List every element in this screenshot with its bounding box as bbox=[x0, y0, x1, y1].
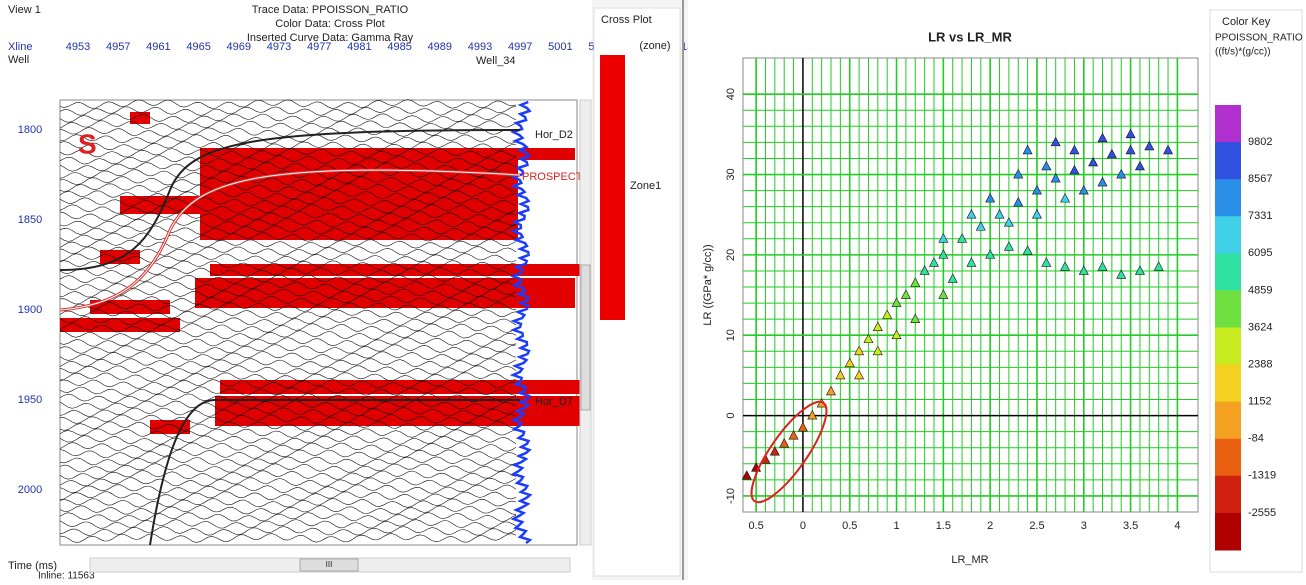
xline-label: Xline bbox=[8, 41, 32, 53]
xline-number: 4981 bbox=[347, 41, 371, 53]
xline-number: 4965 bbox=[186, 41, 210, 53]
x-tick-label: 0 bbox=[800, 520, 806, 532]
color-swatch bbox=[1215, 216, 1241, 254]
time-label: 1800 bbox=[18, 124, 42, 136]
color-swatch bbox=[1215, 142, 1241, 180]
inline-label: Inline: 11563 bbox=[38, 571, 95, 580]
color-swatch bbox=[1215, 179, 1241, 217]
xline-number: 4957 bbox=[106, 41, 130, 53]
color-swatch bbox=[1215, 105, 1241, 143]
time-label: 1950 bbox=[18, 394, 42, 406]
header-line: Color Data: Cross Plot bbox=[275, 18, 384, 30]
color-key-label: 9802 bbox=[1248, 136, 1272, 148]
color-swatch bbox=[1215, 513, 1241, 551]
color-key-label: -2555 bbox=[1248, 507, 1276, 519]
x-tick-label: 0.5 bbox=[842, 520, 857, 532]
color-key-label: 7331 bbox=[1248, 210, 1272, 222]
zone-panel-title: Cross Plot bbox=[601, 14, 652, 26]
color-key-label: 8567 bbox=[1248, 173, 1272, 185]
color-swatch bbox=[1215, 476, 1241, 514]
xline-number: 4973 bbox=[267, 41, 291, 53]
xline-number: 4969 bbox=[227, 41, 251, 53]
x-tick-label: 2.5 bbox=[1029, 520, 1044, 532]
y-tick-label: -10 bbox=[725, 488, 737, 504]
color-key-label: 4859 bbox=[1248, 284, 1272, 296]
plot-area: 0.5 0 0.5 1 1.5 2 2.5 3 3.5 4 -10 0 10 20 30 40 bbox=[725, 58, 1198, 532]
x-tick-label: 3.5 bbox=[1123, 520, 1138, 532]
color-key-label: 1152 bbox=[1248, 396, 1272, 408]
zone-label: Zone1 bbox=[630, 180, 661, 192]
color-key-label: 2388 bbox=[1248, 358, 1272, 370]
xline-number: 5001 bbox=[548, 41, 572, 53]
x-tick-label: 0.5 bbox=[748, 520, 763, 532]
horizon-label: PROSPECT bbox=[522, 171, 583, 183]
color-key-label: 6095 bbox=[1248, 247, 1272, 259]
x-tick-label: 1.5 bbox=[936, 520, 951, 532]
xline-number: 4997 bbox=[508, 41, 532, 53]
y-tick-label: 30 bbox=[725, 168, 737, 180]
y-tick-label: 0 bbox=[725, 413, 737, 419]
y-tick-label: 20 bbox=[725, 249, 737, 261]
xline-number: 4989 bbox=[428, 41, 452, 53]
view-label: View 1 bbox=[8, 4, 41, 16]
color-key-title: Color Key bbox=[1222, 16, 1271, 28]
scroll-grip: III bbox=[326, 560, 333, 569]
chart-title: LR vs LR_MR bbox=[928, 29, 1012, 44]
x-axis-label: LR_MR bbox=[951, 554, 988, 566]
header-line: Trace Data: PPOISSON_RATIO bbox=[252, 4, 409, 16]
horizon-label: Hor_D2 bbox=[535, 129, 573, 141]
xline-number: 4985 bbox=[387, 41, 411, 53]
color-swatch bbox=[1215, 328, 1241, 366]
xline-number: 4993 bbox=[468, 41, 492, 53]
v-scroll-thumb[interactable] bbox=[581, 265, 590, 410]
color-swatch bbox=[1215, 365, 1241, 403]
zone-bar bbox=[600, 55, 625, 320]
xline-number: 4953 bbox=[66, 41, 90, 53]
x-tick-label: 2 bbox=[987, 520, 993, 532]
time-label: 1850 bbox=[18, 214, 42, 226]
color-key-label: 3624 bbox=[1248, 321, 1272, 333]
screenshot: View 1 Trace Data: PPOISSON_RATIO Color … bbox=[0, 0, 1306, 580]
x-tick-label: 1 bbox=[893, 520, 899, 532]
xline-number: 4961 bbox=[146, 41, 170, 53]
xline-number: 4977 bbox=[307, 41, 331, 53]
color-swatch bbox=[1215, 290, 1241, 328]
zone-block bbox=[210, 264, 580, 276]
color-swatch bbox=[1215, 439, 1241, 477]
color-key-subtitle: ((ft/s)*(g/cc)) bbox=[1215, 47, 1271, 58]
zone-unit: (zone) bbox=[639, 40, 670, 52]
color-key-label: -84 bbox=[1248, 433, 1264, 445]
color-key-subtitle: PPOISSON_RATIO bbox=[1215, 33, 1303, 44]
y-tick-label: 10 bbox=[725, 329, 737, 341]
color-swatch bbox=[1215, 253, 1241, 291]
color-key-label: -1319 bbox=[1248, 470, 1276, 482]
x-tick-label: 3 bbox=[1081, 520, 1087, 532]
well-label: Well bbox=[8, 54, 29, 66]
x-tick-label: 4 bbox=[1174, 520, 1180, 532]
color-swatch bbox=[1215, 402, 1241, 440]
horizon-label: Hor_D7 bbox=[535, 396, 573, 408]
time-label: 1900 bbox=[18, 304, 42, 316]
y-tick-label: 40 bbox=[725, 88, 737, 100]
y-axis-label: LR ((GPa* g/cc)) bbox=[702, 244, 714, 325]
time-label: 2000 bbox=[18, 484, 42, 496]
well-name: Well_34 bbox=[476, 55, 516, 67]
marker: S bbox=[78, 128, 97, 159]
